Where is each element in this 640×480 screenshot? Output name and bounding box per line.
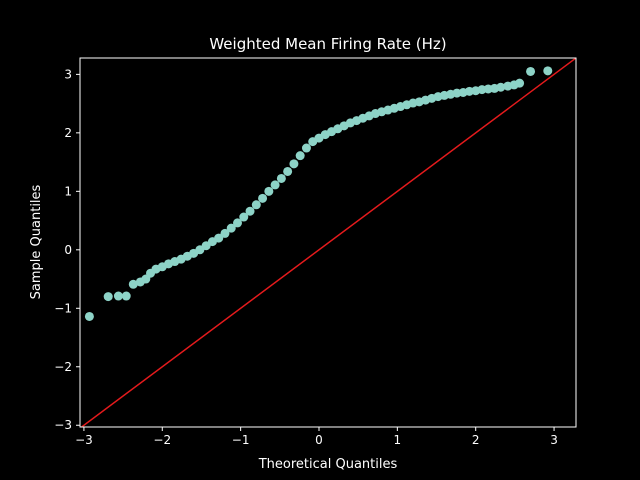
y-tick-label: 3 bbox=[64, 67, 72, 81]
data-point bbox=[283, 166, 293, 176]
data-point bbox=[270, 180, 280, 190]
x-tick-label: 0 bbox=[315, 433, 323, 447]
data-point bbox=[264, 186, 274, 196]
x-axis-label: Theoretical Quantiles bbox=[258, 457, 398, 472]
data-point bbox=[128, 279, 138, 289]
chart-title: Weighted Mean Firing Rate (Hz) bbox=[209, 35, 446, 53]
y-tick-label: −3 bbox=[54, 418, 72, 432]
data-point bbox=[301, 143, 311, 153]
data-point bbox=[258, 193, 268, 203]
data-point bbox=[121, 291, 131, 301]
data-point bbox=[276, 173, 286, 183]
data-point bbox=[113, 291, 123, 301]
plot-frame bbox=[79, 57, 577, 428]
y-tick-label: −1 bbox=[54, 301, 72, 315]
data-point bbox=[84, 311, 94, 321]
y-tick-label: 0 bbox=[64, 243, 72, 257]
data-point bbox=[232, 218, 242, 228]
data-point bbox=[526, 66, 536, 76]
y-axis-label: Sample Quantiles bbox=[29, 184, 44, 299]
data-point bbox=[103, 292, 113, 302]
data-point bbox=[251, 200, 261, 210]
x-tick-label: 3 bbox=[550, 433, 558, 447]
x-tick-label: −2 bbox=[153, 433, 171, 447]
data-point bbox=[226, 223, 236, 233]
data-point bbox=[214, 233, 224, 243]
data-point bbox=[220, 228, 230, 238]
data-point bbox=[543, 66, 553, 76]
x-tick-label: −3 bbox=[75, 433, 93, 447]
y-tick-label: −2 bbox=[54, 360, 72, 374]
x-tick-label: 2 bbox=[472, 433, 480, 447]
data-point bbox=[496, 82, 506, 92]
data-point bbox=[239, 212, 249, 222]
data-point bbox=[295, 151, 305, 161]
data-point bbox=[289, 159, 299, 169]
y-tick-label: 1 bbox=[64, 184, 72, 198]
data-point bbox=[515, 78, 525, 88]
x-tick-label: 1 bbox=[394, 433, 402, 447]
x-tick-label: −1 bbox=[232, 433, 250, 447]
data-point bbox=[245, 206, 255, 216]
y-tick-label: 2 bbox=[64, 126, 72, 140]
